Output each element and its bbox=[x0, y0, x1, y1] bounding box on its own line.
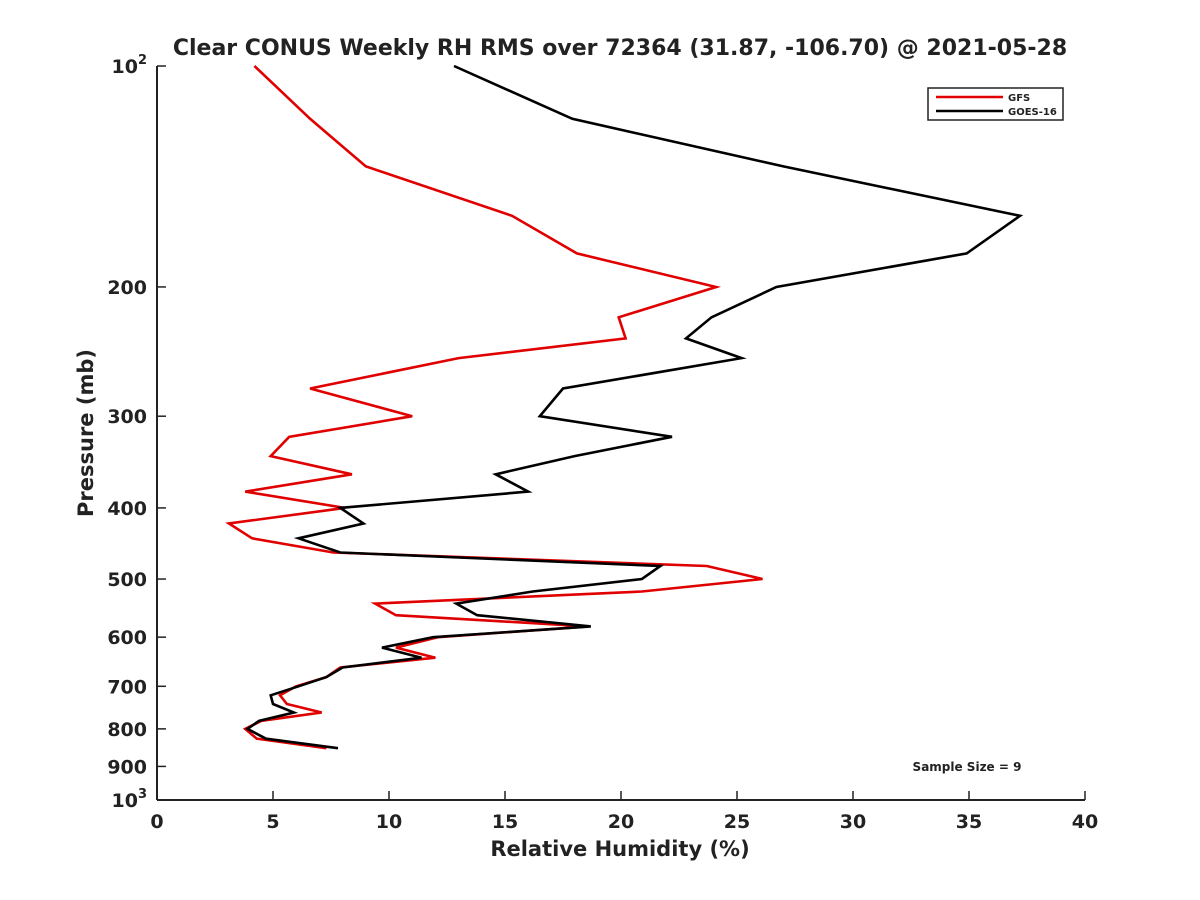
x-tick-label: 40 bbox=[1072, 811, 1098, 833]
x-tick-label: 0 bbox=[150, 811, 163, 833]
legend-label-gfs: GFS bbox=[1008, 93, 1030, 104]
y-tick-label: 600 bbox=[107, 627, 147, 649]
plot-area bbox=[156, 66, 1085, 801]
x-tick-label: 20 bbox=[608, 811, 634, 833]
y-tick-label: 700 bbox=[107, 676, 147, 698]
x-tick-label: 10 bbox=[376, 811, 402, 833]
chart-title: Clear CONUS Weekly RH RMS over 72364 (31… bbox=[173, 36, 1067, 61]
x-tick-label: 5 bbox=[266, 811, 279, 833]
y-tick-label-exponent: 2 bbox=[138, 53, 147, 68]
y-tick-label-exponent: 3 bbox=[138, 787, 147, 802]
y-tick-label: 300 bbox=[107, 406, 147, 428]
series-line-gfs bbox=[225, 65, 763, 750]
series-layer bbox=[225, 64, 1024, 750]
x-tick-label: 25 bbox=[724, 811, 750, 833]
y-tick-label-base: 10 bbox=[112, 790, 138, 812]
y-tick-label: 200 bbox=[107, 277, 147, 299]
series-line-goes-16 bbox=[245, 64, 1024, 750]
y-tick-label: 500 bbox=[107, 569, 147, 591]
y-tick-label: 102 bbox=[112, 53, 148, 78]
y-tick-label-base: 10 bbox=[112, 56, 138, 78]
x-axis-label: Relative Humidity (%) bbox=[490, 837, 749, 861]
y-tick-label: 900 bbox=[107, 756, 147, 778]
y-tick-label: 400 bbox=[107, 498, 147, 520]
legend-box bbox=[927, 87, 1064, 121]
y-tick-label: 103 bbox=[112, 787, 148, 812]
x-axis-ticks: 0 5 10 15 20 25 30 35 40 bbox=[150, 791, 1098, 833]
x-tick-label: 15 bbox=[492, 811, 518, 833]
sample-size-annotation: Sample Size = 9 bbox=[913, 760, 1022, 774]
y-tick-label: 800 bbox=[107, 719, 147, 741]
x-tick-label: 30 bbox=[840, 811, 866, 833]
x-tick-label: 35 bbox=[956, 811, 982, 833]
legend: GFS GOES-16 bbox=[927, 87, 1064, 121]
y-axis-label: Pressure (mb) bbox=[74, 349, 98, 517]
legend-label-goes-16: GOES-16 bbox=[1008, 107, 1057, 118]
